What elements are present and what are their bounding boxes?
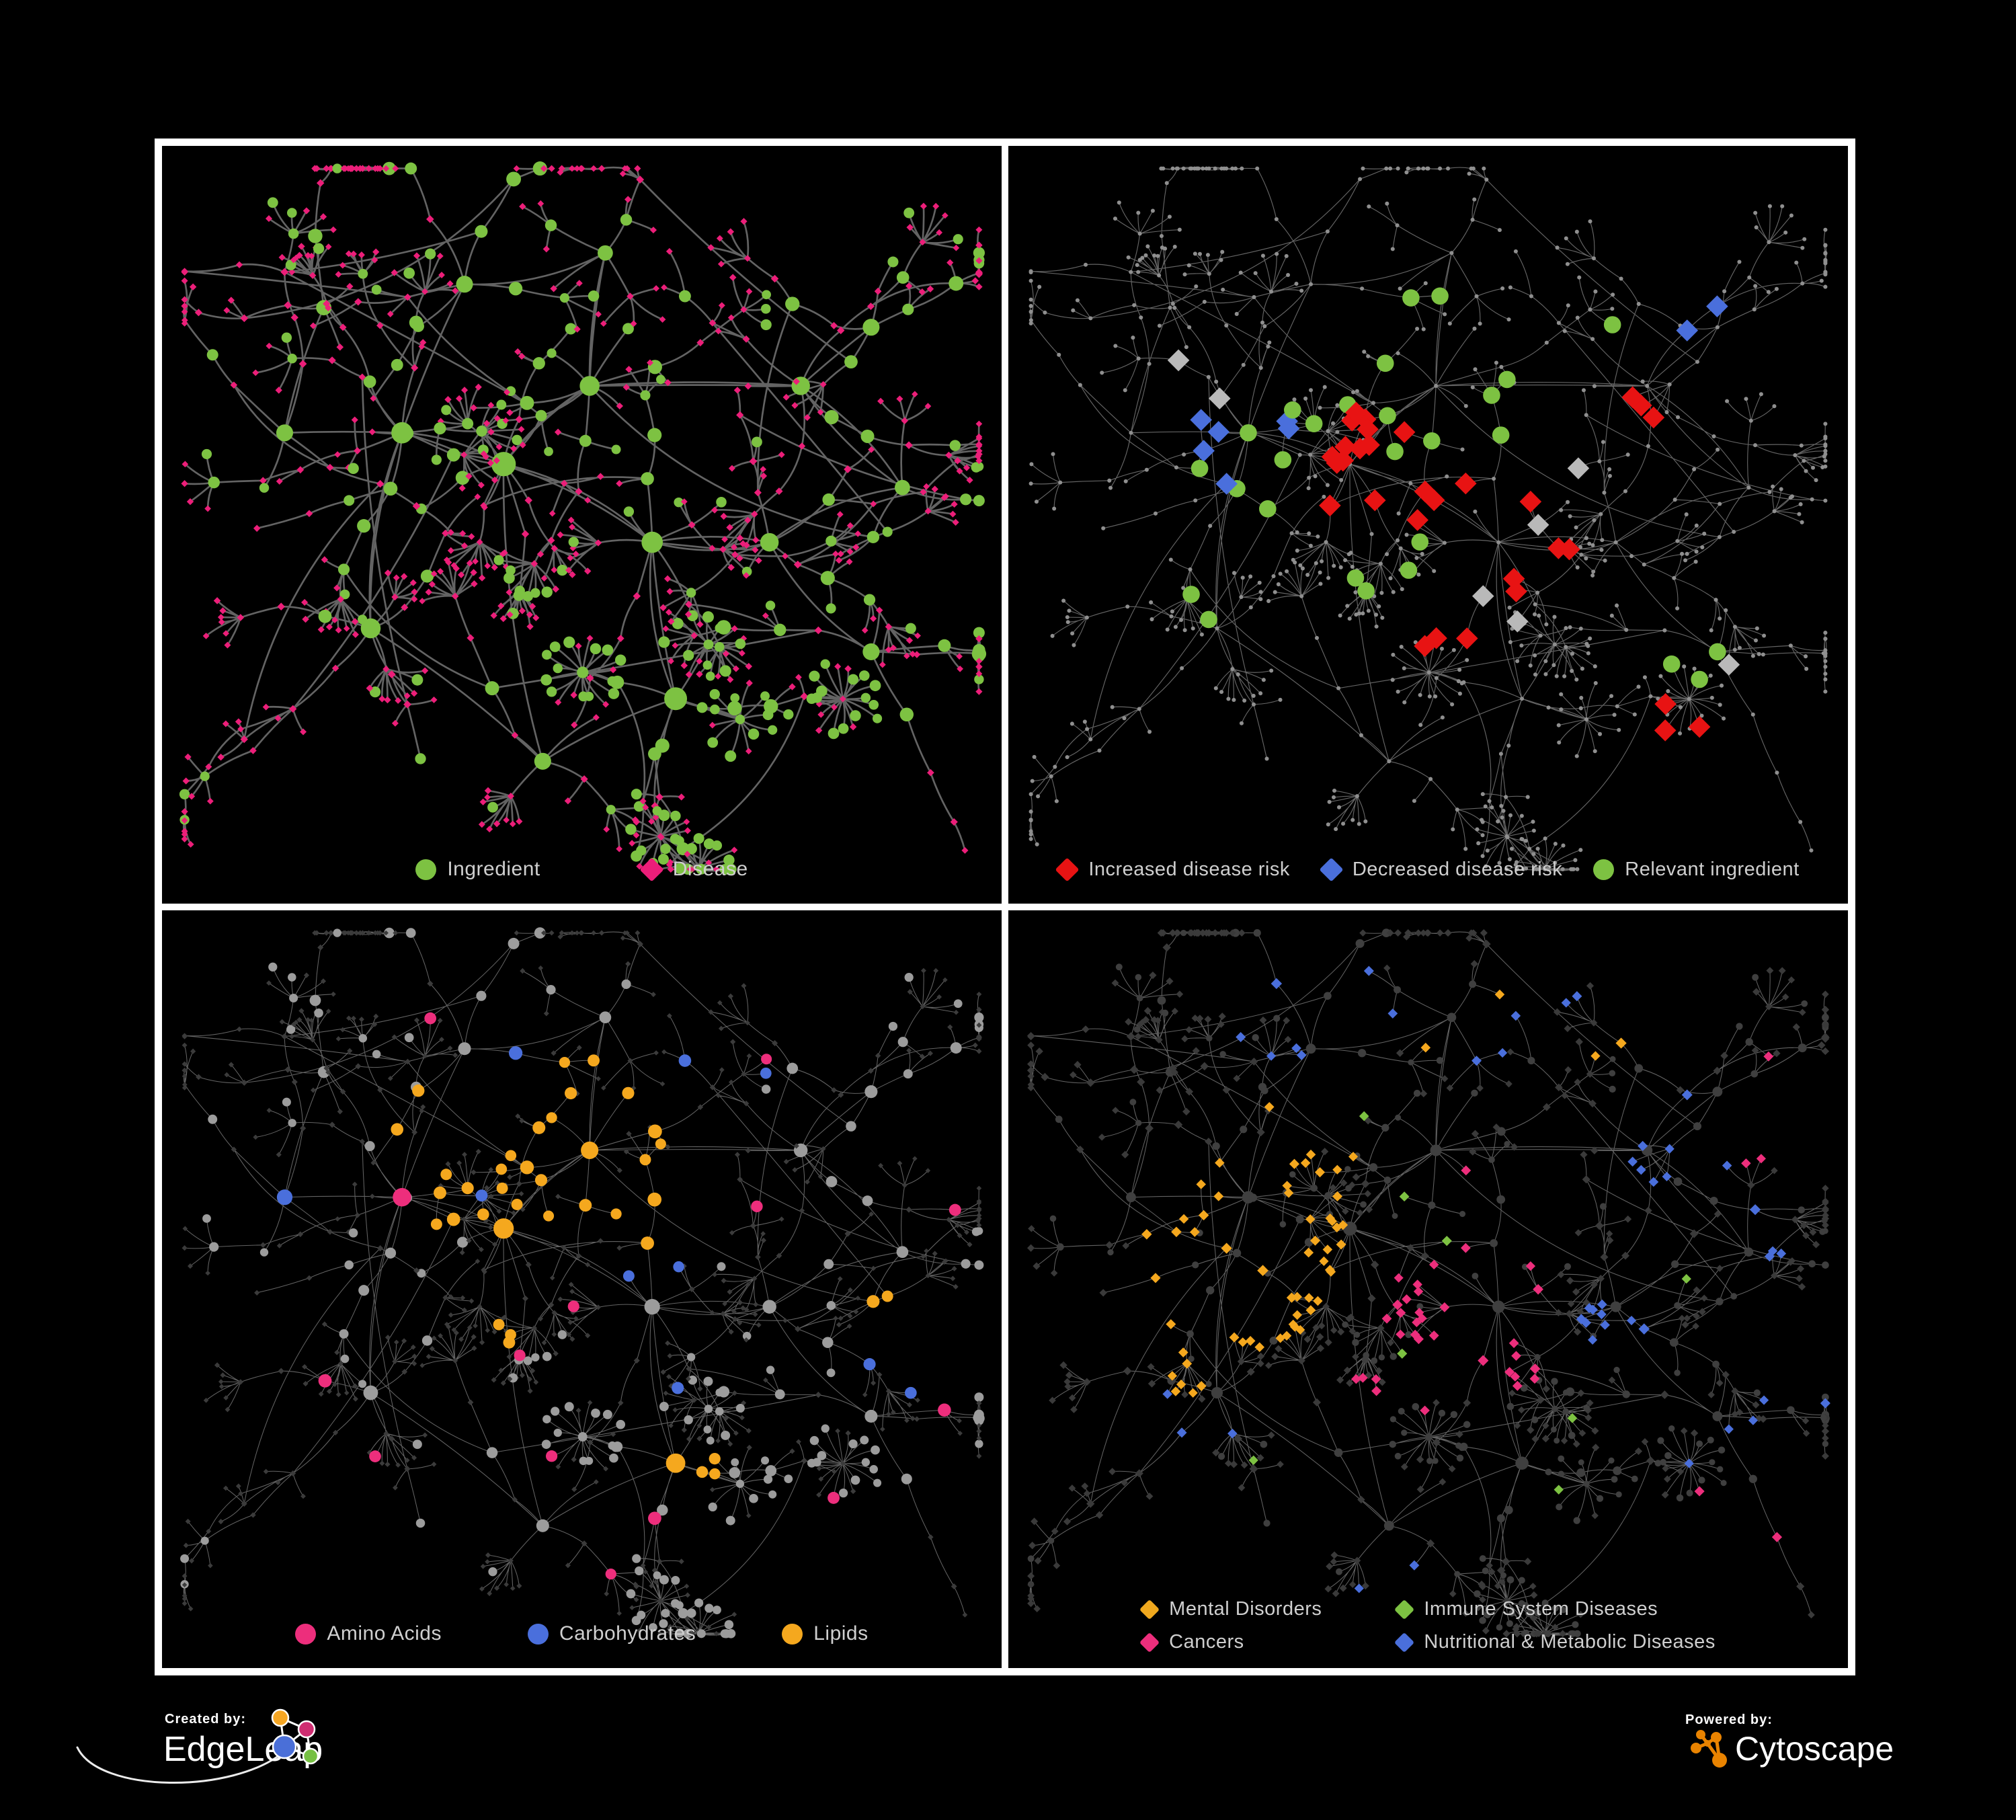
disease-diamond-icon bbox=[639, 857, 664, 881]
legend-item-disease: Disease bbox=[639, 857, 748, 881]
edgeleap-blue-node-icon bbox=[272, 1734, 297, 1759]
created-by-label: Created by: bbox=[165, 1712, 246, 1727]
immune-system-diseases-diamond-icon bbox=[1394, 1599, 1415, 1620]
legend-label: Disease bbox=[672, 858, 748, 880]
legend-item-cancers: Cancers bbox=[1139, 1631, 1322, 1653]
panel-ingredient-classes: Amino Acids Carbohydrates Lipids bbox=[162, 910, 1002, 1668]
legend-item-nutritional-metabolic-diseases: Nutritional & Metabolic Diseases bbox=[1394, 1631, 1716, 1653]
disease-classes-network-graph bbox=[1026, 928, 1830, 1638]
increased-risk-diamond-icon bbox=[1055, 857, 1080, 882]
legend-label: Lipids bbox=[813, 1622, 869, 1645]
cancers-diamond-icon bbox=[1139, 1632, 1160, 1653]
legend-item-relevant-ingredient: Relevant ingredient bbox=[1593, 859, 1799, 881]
legend-item-lipids: Lipids bbox=[782, 1622, 868, 1645]
disease-risk-network-graph bbox=[1029, 166, 1828, 871]
legend-disease-risk: Increased disease risk Decreased disease… bbox=[1008, 857, 1848, 882]
legend-disease-classes: Mental Disorders Immune System Diseases … bbox=[1008, 1598, 1848, 1653]
legend-label: Nutritional & Metabolic Diseases bbox=[1424, 1631, 1716, 1653]
legend-item-decreased-risk: Decreased disease risk bbox=[1319, 857, 1563, 882]
legend-item-amino-acids: Amino Acids bbox=[295, 1622, 442, 1645]
edgeleap-swoosh bbox=[76, 1746, 286, 1784]
legend-item-mental-disorders: Mental Disorders bbox=[1139, 1598, 1322, 1620]
panel-disease-risk: Increased disease risk Decreased disease… bbox=[1008, 146, 1848, 904]
cytoscape-logo: Powered by: Cytoscape bbox=[1685, 1712, 1894, 1768]
legend-label: Mental Disorders bbox=[1169, 1598, 1322, 1620]
panel-grid: Ingredient Disease Increased disease ris… bbox=[155, 139, 1855, 1675]
edgeleap-green-node-icon bbox=[302, 1747, 319, 1765]
cytoscape-mark-nodes bbox=[1691, 1730, 1727, 1768]
legend-ingredient-disease: Ingredient Disease bbox=[162, 857, 1002, 881]
relevant-ingredient-circle-icon bbox=[1593, 859, 1615, 880]
legend-label: Cancers bbox=[1169, 1631, 1244, 1653]
decreased-risk-diamond-icon bbox=[1319, 857, 1344, 882]
cytoscape-wordmark: Cytoscape bbox=[1735, 1730, 1894, 1768]
legend-label: Amino Acids bbox=[327, 1622, 442, 1645]
legend-label: Decreased disease risk bbox=[1352, 859, 1563, 880]
carbohydrates-circle-icon bbox=[527, 1623, 549, 1645]
panel-ingredient-disease: Ingredient Disease bbox=[162, 146, 1002, 904]
legend-label: Increased disease risk bbox=[1088, 859, 1290, 880]
legend-item-carbohydrates: Carbohydrates bbox=[527, 1622, 696, 1645]
ingredient-disease-network-graph bbox=[179, 161, 987, 875]
mental-disorders-diamond-icon bbox=[1139, 1599, 1160, 1620]
ingredient-classes-network-graph bbox=[180, 927, 985, 1638]
legend-label: Immune System Diseases bbox=[1424, 1598, 1658, 1620]
legend-item-increased-risk: Increased disease risk bbox=[1055, 857, 1290, 882]
edgeleap-orange-node-icon bbox=[271, 1708, 290, 1727]
legend-label: Carbohydrates bbox=[559, 1622, 696, 1645]
nutritional-metabolic-diseases-diamond-icon bbox=[1394, 1632, 1415, 1653]
legend-label: Ingredient bbox=[447, 858, 540, 880]
legend-item-immune-system-diseases: Immune System Diseases bbox=[1394, 1598, 1715, 1620]
lipids-circle-icon bbox=[782, 1623, 803, 1645]
panel-disease-classes: Mental Disorders Immune System Diseases … bbox=[1008, 910, 1848, 1668]
ingredient-circle-icon bbox=[415, 859, 437, 880]
edgeleap-logo: Created by: EdgeLeap bbox=[76, 1708, 323, 1784]
legend-ingredient-classes: Amino Acids Carbohydrates Lipids bbox=[162, 1622, 1002, 1645]
legend-label: Relevant ingredient bbox=[1625, 859, 1800, 880]
amino-acids-circle-icon bbox=[295, 1623, 317, 1645]
edgeleap-pink-node-icon bbox=[297, 1720, 316, 1739]
legend-item-ingredient: Ingredient bbox=[415, 858, 540, 881]
powered-by-label: Powered by: bbox=[1685, 1712, 1773, 1727]
